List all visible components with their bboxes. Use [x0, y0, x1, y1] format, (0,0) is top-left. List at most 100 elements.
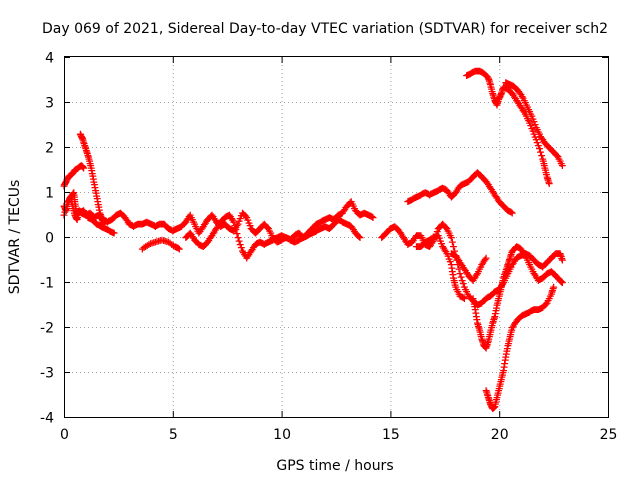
data-point-marker: +	[548, 266, 557, 279]
data-point-marker: +	[558, 159, 567, 172]
data-point-marker: +	[137, 218, 146, 231]
data-point-marker: +	[397, 228, 406, 241]
data-point-marker: +	[475, 65, 484, 78]
data-point-marker: +	[455, 256, 464, 269]
data-point-marker: +	[447, 191, 456, 204]
data-point-marker: +	[505, 205, 514, 218]
data-point-marker: +	[249, 241, 258, 254]
data-point-marker: +	[460, 177, 469, 190]
data-point-marker: +	[309, 221, 318, 234]
data-point-marker: +	[500, 357, 509, 370]
data-point-marker: +	[477, 332, 486, 345]
data-point-marker: +	[487, 183, 496, 196]
x-axis-label: GPS time / hours	[276, 458, 393, 474]
data-point-marker: +	[461, 264, 470, 277]
data-point-marker: +	[503, 83, 512, 96]
data-point-marker: +	[425, 233, 434, 246]
data-point-marker: +	[449, 272, 458, 285]
data-point-marker: +	[263, 221, 272, 234]
data-point-marker: +	[293, 227, 302, 240]
data-point-marker: +	[488, 185, 497, 198]
data-point-marker: +	[242, 251, 251, 264]
data-point-marker: +	[540, 258, 549, 271]
data-point-marker: +	[524, 248, 533, 261]
data-point-marker: +	[71, 200, 80, 213]
data-point-marker: +	[294, 227, 303, 240]
data-point-marker: +	[529, 128, 538, 141]
data-point-marker: +	[541, 138, 550, 151]
data-point-marker: +	[101, 222, 110, 235]
data-point-marker: +	[526, 119, 535, 132]
data-point-marker: +	[520, 247, 529, 260]
data-point-marker: +	[484, 391, 493, 404]
data-point-marker: +	[347, 220, 356, 233]
data-point-marker: +	[189, 215, 198, 228]
data-point-marker: +	[473, 267, 482, 280]
data-point-marker: +	[222, 210, 231, 223]
data-point-marker: +	[504, 205, 513, 218]
data-point-marker: +	[451, 281, 460, 294]
data-point-marker: +	[557, 250, 566, 263]
data-point-marker: +	[307, 227, 316, 240]
data-point-marker: +	[60, 202, 69, 215]
data-point-marker: +	[535, 273, 544, 286]
data-point-marker: +	[96, 220, 105, 233]
data-point-marker: +	[219, 218, 228, 231]
data-point-marker: +	[501, 266, 510, 279]
data-point-marker: +	[445, 252, 454, 265]
data-point-marker: +	[520, 106, 529, 119]
data-point-marker: +	[97, 211, 106, 224]
data-point-marker: +	[520, 94, 529, 107]
data-point-marker: +	[477, 330, 486, 343]
data-point-marker: +	[477, 66, 486, 79]
data-point-marker: +	[170, 240, 179, 253]
data-point-marker: +	[499, 80, 508, 93]
data-point-marker: +	[228, 214, 237, 227]
data-point-marker: +	[523, 101, 532, 114]
data-point-marker: +	[537, 131, 546, 144]
data-point-marker: +	[250, 225, 259, 238]
data-point-marker: +	[217, 214, 226, 227]
data-point-marker: +	[245, 219, 254, 232]
data-point-marker: +	[341, 217, 350, 230]
data-point-marker: +	[509, 243, 518, 256]
data-point-marker: +	[507, 260, 516, 273]
data-point-marker: +	[212, 222, 221, 235]
data-point-marker: +	[484, 291, 493, 304]
data-point-marker: +	[475, 263, 484, 276]
data-point-marker: +	[183, 229, 192, 242]
data-point-marker: +	[105, 224, 114, 237]
data-point-marker: +	[458, 274, 467, 287]
data-point-marker: +	[549, 146, 558, 159]
data-point-marker: +	[141, 240, 150, 253]
data-point-marker: +	[117, 207, 126, 220]
data-point-marker: +	[396, 226, 405, 239]
data-point-marker: +	[504, 337, 513, 350]
data-point-marker: +	[482, 251, 491, 264]
data-point-marker: +	[242, 211, 251, 224]
data-point-marker: +	[138, 218, 147, 231]
data-point-marker: +	[294, 233, 303, 246]
data-point-marker: +	[405, 194, 414, 207]
data-point-marker: +	[539, 155, 548, 168]
data-point-marker: +	[363, 208, 372, 221]
data-point-marker: +	[530, 303, 539, 316]
data-point-marker: +	[473, 65, 482, 78]
data-point-marker: +	[500, 268, 509, 281]
data-point-marker: +	[498, 84, 507, 97]
data-point-marker: +	[415, 189, 424, 202]
data-point-marker: +	[473, 299, 482, 312]
data-point-marker: +	[187, 211, 196, 224]
data-point-marker: +	[61, 203, 70, 216]
data-point-marker: +	[295, 228, 304, 241]
data-point-marker: +	[145, 217, 154, 230]
data-point-marker: +	[223, 220, 232, 233]
data-point-marker: +	[421, 238, 430, 251]
data-point-marker: +	[541, 268, 550, 281]
data-point-marker: +	[467, 293, 476, 306]
data-point-marker: +	[336, 207, 345, 220]
data-point-marker: +	[275, 230, 284, 243]
data-point-marker: +	[194, 227, 203, 240]
data-point-marker: +	[99, 221, 108, 234]
data-point-marker: +	[244, 248, 253, 261]
